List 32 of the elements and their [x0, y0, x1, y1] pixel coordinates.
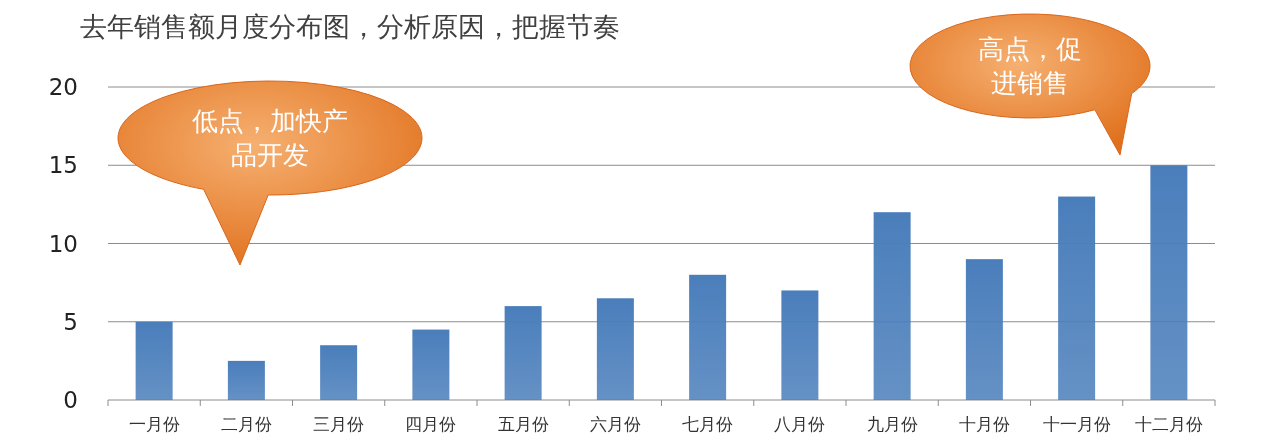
- x-tick-label: 十一月份: [1042, 414, 1111, 434]
- x-tick-label: 四月份: [405, 414, 457, 434]
- annotation: 高点，促进销售: [978, 34, 1082, 98]
- bar: [1150, 165, 1188, 400]
- bar: [689, 274, 727, 400]
- x-tick-label: 九月份: [866, 414, 918, 434]
- y-tick-label: 15: [48, 152, 78, 179]
- y-tick-label: 20: [48, 74, 78, 100]
- annotation: 低点，加快产品开发: [192, 106, 348, 170]
- bar: [227, 360, 265, 400]
- x-tick-label: 十二月份: [1134, 414, 1203, 434]
- bar: [873, 212, 911, 400]
- bar: [1058, 196, 1096, 400]
- bar: [135, 321, 173, 400]
- x-tick-label: 三月份: [313, 414, 365, 434]
- bar: [320, 345, 358, 400]
- bar: [412, 329, 450, 400]
- bar: [965, 259, 1003, 400]
- x-tick-label: 六月份: [589, 414, 641, 434]
- y-tick-label: 10: [48, 230, 78, 257]
- x-tick-label: 八月份: [774, 414, 826, 434]
- chart-title: 去年销售额月度分布图，分析原因，把握节奏: [80, 11, 620, 42]
- bar: [781, 290, 819, 400]
- x-tick-label: 一月份: [128, 414, 180, 434]
- bar: [504, 306, 542, 400]
- bar: [596, 298, 634, 400]
- x-tick-label: 五月份: [497, 414, 549, 434]
- x-tick-label: 七月份: [682, 414, 734, 434]
- x-tick-label: 二月份: [220, 414, 272, 434]
- y-tick-label: 0: [63, 387, 78, 413]
- y-tick-label: 5: [63, 308, 78, 335]
- x-tick-label: 十月份: [958, 414, 1010, 434]
